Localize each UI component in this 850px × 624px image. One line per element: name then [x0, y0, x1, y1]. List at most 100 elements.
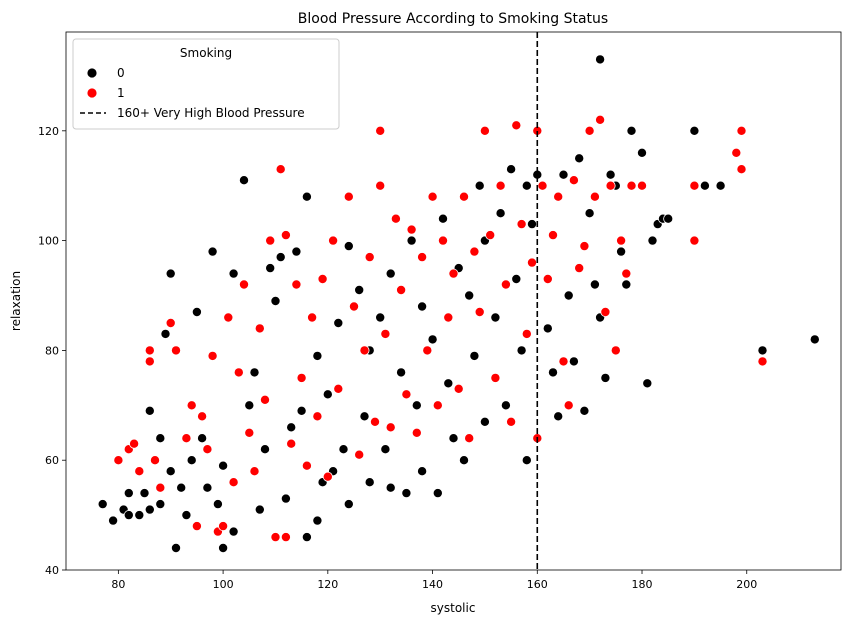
point-series-1-34 [301, 460, 312, 471]
point-series-1-52 [396, 284, 407, 295]
point-series-1-65 [464, 433, 475, 444]
point-series-0-58 [396, 367, 407, 378]
point-series-1-104 [757, 356, 768, 367]
point-series-1-73 [506, 416, 517, 427]
point-series-1-85 [563, 400, 574, 411]
legend-title: Smoking [180, 46, 232, 60]
point-series-0-105 [642, 378, 653, 389]
point-series-1-102 [736, 164, 747, 175]
point-series-0-73 [474, 180, 485, 191]
point-series-0-29 [249, 367, 260, 378]
point-series-0-95 [589, 279, 600, 290]
point-series-1-54 [406, 224, 417, 235]
point-series-0-36 [286, 422, 297, 433]
point-series-1-53 [401, 389, 412, 400]
point-series-1-62 [448, 268, 459, 279]
point-series-0-101 [616, 246, 627, 257]
point-series-1-12 [191, 521, 202, 532]
y-axis: 40 60 80 100 120 [38, 125, 66, 577]
x-tick-label-200: 200 [736, 578, 757, 591]
point-series-1-24 [254, 323, 265, 334]
point-series-1-10 [181, 433, 192, 444]
point-series-1-36 [312, 411, 323, 422]
y-tick-label-120: 120 [38, 125, 59, 138]
point-series-0-11 [160, 328, 171, 339]
point-series-0-66 [437, 213, 448, 224]
point-series-1-100 [689, 235, 700, 246]
point-series-0-87 [548, 367, 559, 378]
point-series-1-11 [186, 400, 197, 411]
point-series-0-111 [699, 180, 710, 191]
point-series-1-50 [385, 422, 396, 433]
point-series-1-86 [568, 175, 579, 186]
point-series-0-25 [228, 268, 239, 279]
point-series-0-55 [380, 444, 391, 455]
point-series-1-67 [474, 306, 485, 317]
y-tick-label-100: 100 [38, 235, 59, 248]
point-series-0-24 [218, 460, 229, 471]
point-series-1-18 [223, 312, 234, 323]
point-series-0-113 [757, 345, 768, 356]
point-series-0-68 [448, 433, 459, 444]
point-series-1-15 [207, 350, 218, 361]
legend-label-1: 1 [117, 86, 125, 100]
point-series-0-5 [134, 510, 145, 521]
point-series-0-41 [312, 515, 323, 526]
point-series-0-38 [296, 405, 307, 416]
point-series-1-55 [411, 427, 422, 438]
point-series-1-83 [553, 191, 564, 202]
point-series-0-91 [568, 356, 579, 367]
y-tick-label-80: 80 [45, 344, 59, 357]
point-series-0-65 [432, 488, 443, 499]
point-series-1-72 [500, 279, 511, 290]
point-series-0-60 [406, 235, 417, 246]
point-series-0-59 [401, 488, 412, 499]
point-series-0-103 [626, 125, 637, 136]
point-series-1-46 [369, 416, 380, 427]
point-series-1-47 [375, 125, 386, 136]
y-axis-label: relaxation [9, 271, 23, 331]
point-series-0-51 [359, 411, 370, 422]
y-tick-label-60: 60 [45, 454, 59, 467]
point-series-0-27 [238, 175, 249, 186]
point-series-1-7 [155, 482, 166, 493]
point-series-0-104 [637, 147, 648, 158]
point-series-0-63 [417, 301, 428, 312]
point-series-1-40 [333, 383, 344, 394]
point-series-1-99 [689, 180, 700, 191]
point-series-1-5 [144, 356, 155, 367]
point-series-1-61 [443, 312, 454, 323]
point-series-0-26 [228, 526, 239, 537]
x-tick-label-100: 100 [213, 578, 234, 591]
point-series-0-22 [212, 499, 223, 510]
point-series-0-49 [343, 499, 354, 510]
point-series-0-18 [191, 306, 202, 317]
point-series-1-9 [170, 345, 181, 356]
legend-label-2: 160+ Very High Blood Pressure [117, 106, 305, 120]
point-series-0-23 [218, 543, 229, 554]
point-series-0-37 [291, 246, 302, 257]
point-series-0-28 [244, 400, 255, 411]
point-series-0-70 [458, 455, 469, 466]
x-axis: 80 100 120 140 160 180 200 [111, 570, 757, 591]
point-series-0-98 [600, 372, 611, 383]
point-series-1-82 [548, 230, 559, 241]
point-series-0-33 [270, 295, 281, 306]
point-series-1-49 [380, 328, 391, 339]
point-series-0-90 [563, 290, 574, 301]
point-series-1-21 [238, 279, 249, 290]
point-series-1-75 [516, 219, 527, 230]
x-tick-label-160: 160 [527, 578, 548, 591]
point-series-0-78 [500, 400, 511, 411]
points-layer [97, 54, 820, 554]
chart-title: Blood Pressure According to Smoking Stat… [298, 11, 608, 27]
point-series-0-10 [155, 433, 166, 444]
point-series-0-47 [338, 444, 349, 455]
point-series-0-61 [411, 400, 422, 411]
point-series-1-4 [144, 345, 155, 356]
point-series-1-60 [437, 235, 448, 246]
point-series-1-2 [129, 438, 140, 449]
point-series-0-76 [490, 312, 501, 323]
point-series-0-114 [809, 334, 820, 345]
point-series-0-72 [469, 350, 480, 361]
